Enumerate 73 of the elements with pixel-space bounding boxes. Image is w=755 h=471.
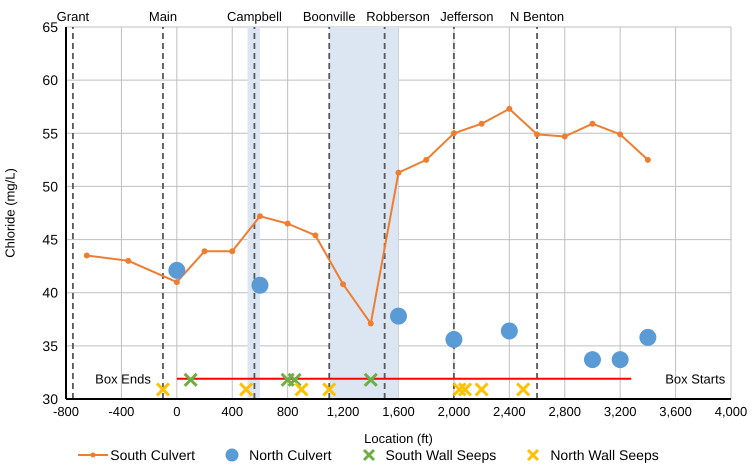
y-axis-title: Chloride (mg/L) bbox=[2, 168, 18, 258]
point bbox=[202, 248, 208, 254]
point bbox=[396, 170, 402, 176]
point bbox=[589, 120, 596, 127]
y-tick-label: 65 bbox=[42, 18, 58, 35]
point bbox=[256, 213, 263, 220]
ref-line-label: Campbell bbox=[226, 9, 282, 24]
point bbox=[506, 106, 512, 112]
point bbox=[363, 372, 378, 388]
x-tick-label: 3,600 bbox=[659, 404, 692, 420]
point bbox=[562, 133, 568, 140]
y-tick-label: 40 bbox=[42, 284, 58, 301]
point bbox=[238, 382, 254, 397]
point bbox=[174, 279, 180, 286]
x-tick-label: 0 bbox=[173, 404, 180, 420]
x-tick-label: 400 bbox=[221, 404, 244, 420]
point bbox=[617, 131, 624, 138]
point bbox=[322, 382, 337, 397]
x-tick-label: 3,200 bbox=[604, 404, 636, 420]
x-tick-label: 1,200 bbox=[326, 404, 360, 420]
x-tick-label: 2,800 bbox=[548, 404, 582, 420]
point bbox=[500, 322, 518, 340]
x-tick-label: -800 bbox=[52, 404, 80, 420]
y-tick-label: 45 bbox=[42, 232, 58, 248]
ref-line-label: Robberson bbox=[366, 9, 430, 24]
point bbox=[125, 258, 132, 264]
point bbox=[534, 131, 540, 138]
x-tick-label: 2,000 bbox=[438, 404, 470, 420]
legend-label: North Culvert bbox=[248, 447, 332, 463]
point bbox=[340, 281, 346, 288]
point bbox=[516, 382, 531, 397]
point bbox=[251, 276, 268, 294]
ref-line-label: Boonville bbox=[302, 9, 356, 24]
y-tick-label: 30 bbox=[42, 390, 58, 407]
ref-line-label: Jefferson bbox=[440, 9, 494, 24]
x-tick-label: 800 bbox=[276, 404, 299, 420]
point bbox=[452, 382, 467, 397]
ref-line-label: Grant bbox=[56, 9, 90, 24]
annotation: Box Ends bbox=[95, 371, 152, 386]
annotation: Box Starts bbox=[665, 371, 726, 386]
point bbox=[639, 328, 656, 346]
point bbox=[284, 220, 291, 227]
point bbox=[168, 262, 186, 279]
legend-label: North Wall Seeps bbox=[549, 447, 659, 463]
y-tick-label: 60 bbox=[42, 72, 58, 88]
point bbox=[612, 351, 629, 368]
point bbox=[84, 252, 90, 259]
ref-line-label: Main bbox=[148, 9, 178, 24]
x-tick-label: 2,400 bbox=[493, 404, 526, 420]
point bbox=[423, 156, 430, 163]
y-tick-label: 55 bbox=[42, 125, 58, 142]
point bbox=[368, 320, 374, 327]
y-tick-label: 50 bbox=[42, 178, 58, 194]
point bbox=[445, 330, 462, 348]
legend-label: South Culvert bbox=[109, 447, 196, 463]
x-axis-title: Location (ft) bbox=[364, 431, 433, 446]
point bbox=[155, 382, 170, 397]
legend-label: South Wall Seeps bbox=[384, 447, 496, 463]
ref-line-label: N Benton bbox=[510, 9, 564, 24]
point bbox=[312, 232, 318, 238]
point bbox=[478, 120, 485, 127]
point bbox=[644, 156, 651, 163]
point bbox=[294, 382, 310, 397]
y-tick-label: 35 bbox=[42, 338, 58, 354]
point bbox=[229, 248, 236, 254]
point bbox=[280, 372, 296, 388]
point bbox=[450, 130, 457, 136]
x-tick-label: 4,000 bbox=[714, 404, 748, 420]
x-tick-label: -400 bbox=[108, 404, 134, 420]
x-tick-label: 1,600 bbox=[382, 404, 415, 420]
point bbox=[390, 308, 407, 325]
point bbox=[584, 351, 601, 368]
point bbox=[183, 372, 198, 388]
